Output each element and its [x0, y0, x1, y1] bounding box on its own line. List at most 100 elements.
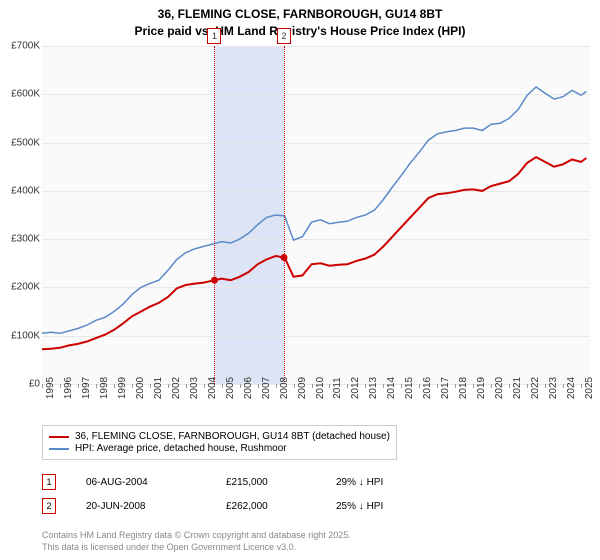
- x-axis-label: 1997: [81, 377, 92, 399]
- x-axis-label: 1998: [99, 377, 110, 399]
- y-axis-label: £600K: [11, 89, 40, 100]
- x-axis-label: 2019: [476, 377, 487, 399]
- chart-container: 36, FLEMING CLOSE, FARNBOROUGH, GU14 8BT…: [0, 0, 600, 560]
- x-tick: [329, 384, 330, 388]
- x-tick: [312, 384, 313, 388]
- x-tick: [240, 384, 241, 388]
- x-tick: [96, 384, 97, 388]
- x-axis-label: 1999: [117, 377, 128, 399]
- chart-title: 36, FLEMING CLOSE, FARNBOROUGH, GU14 8BT…: [0, 0, 600, 40]
- x-tick: [419, 384, 420, 388]
- x-axis-label: 2002: [171, 377, 182, 399]
- x-tick: [509, 384, 510, 388]
- x-axis-label: 2001: [153, 377, 164, 399]
- legend-item: 36, FLEMING CLOSE, FARNBOROUGH, GU14 8BT…: [49, 431, 390, 442]
- transaction-marker: 2: [42, 498, 56, 514]
- y-axis-label: £500K: [11, 137, 40, 148]
- x-axis-label: 2006: [243, 377, 254, 399]
- marker-line-1: [214, 46, 215, 384]
- x-axis-label: 1995: [45, 377, 56, 399]
- transaction-row-1: 1 06-AUG-2004 £215,000 29% ↓ HPI: [42, 474, 383, 490]
- x-tick: [563, 384, 564, 388]
- x-tick: [276, 384, 277, 388]
- x-tick: [60, 384, 61, 388]
- x-tick: [222, 384, 223, 388]
- x-axis-label: 2005: [225, 377, 236, 399]
- x-tick: [204, 384, 205, 388]
- legend-label: HPI: Average price, detached house, Rush…: [75, 443, 287, 454]
- x-axis-label: 2016: [422, 377, 433, 399]
- x-axis-label: 2017: [440, 377, 451, 399]
- x-axis-label: 2009: [297, 377, 308, 399]
- x-tick: [132, 384, 133, 388]
- x-tick: [473, 384, 474, 388]
- x-axis-label: 2011: [332, 377, 343, 399]
- legend: 36, FLEMING CLOSE, FARNBOROUGH, GU14 8BT…: [42, 425, 397, 460]
- transaction-date: 06-AUG-2004: [86, 477, 196, 488]
- transaction-price: £215,000: [226, 477, 306, 488]
- x-tick: [545, 384, 546, 388]
- y-axis-label: £400K: [11, 185, 40, 196]
- x-axis-label: 2013: [368, 377, 379, 399]
- y-axis-label: £0: [29, 379, 40, 390]
- x-axis-label: 2018: [458, 377, 469, 399]
- transaction-diff: 25% ↓ HPI: [336, 501, 383, 512]
- x-axis-label: 2022: [530, 377, 541, 399]
- legend-swatch: [49, 448, 69, 450]
- x-tick: [365, 384, 366, 388]
- x-axis-label: 2015: [404, 377, 415, 399]
- marker-line-2: [284, 46, 285, 384]
- series-hpi: [42, 87, 586, 333]
- x-axis-label: 2010: [315, 377, 326, 399]
- x-tick: [455, 384, 456, 388]
- transaction-date: 20-JUN-2008: [86, 501, 196, 512]
- legend-label: 36, FLEMING CLOSE, FARNBOROUGH, GU14 8BT…: [75, 431, 390, 442]
- footer-licence: This data is licensed under the Open Gov…: [42, 542, 296, 552]
- x-axis-label: 2012: [350, 377, 361, 399]
- x-axis-label: 2021: [512, 377, 523, 399]
- x-axis-label: 2024: [566, 377, 577, 399]
- transaction-row-2: 2 20-JUN-2008 £262,000 25% ↓ HPI: [42, 498, 383, 514]
- x-tick: [383, 384, 384, 388]
- x-axis-label: 2008: [279, 377, 290, 399]
- x-axis-label: 2007: [261, 377, 272, 399]
- marker-box-2: 2: [277, 28, 291, 44]
- x-tick: [347, 384, 348, 388]
- x-tick: [581, 384, 582, 388]
- x-tick: [527, 384, 528, 388]
- x-tick: [168, 384, 169, 388]
- x-tick: [42, 384, 43, 388]
- legend-swatch: [49, 436, 69, 438]
- footer-copyright: Contains HM Land Registry data © Crown c…: [42, 530, 351, 540]
- transaction-marker: 1: [42, 474, 56, 490]
- y-axis-label: £700K: [11, 41, 40, 52]
- x-axis-label: 2023: [548, 377, 559, 399]
- x-tick: [401, 384, 402, 388]
- plot-area: [42, 46, 590, 385]
- transaction-price: £262,000: [226, 501, 306, 512]
- x-tick: [150, 384, 151, 388]
- title-subtitle: Price paid vs. HM Land Registry's House …: [135, 24, 466, 38]
- x-tick: [186, 384, 187, 388]
- transaction-diff: 29% ↓ HPI: [336, 477, 383, 488]
- legend-item: HPI: Average price, detached house, Rush…: [49, 443, 390, 454]
- x-axis-label: 2003: [189, 377, 200, 399]
- x-tick: [114, 384, 115, 388]
- x-axis-label: 2020: [494, 377, 505, 399]
- x-tick: [294, 384, 295, 388]
- y-axis-label: £200K: [11, 282, 40, 293]
- y-axis-label: £100K: [11, 330, 40, 341]
- x-axis-label: 2000: [135, 377, 146, 399]
- x-tick: [258, 384, 259, 388]
- x-axis-label: 1996: [63, 377, 74, 399]
- marker-box-1: 1: [207, 28, 221, 44]
- chart-svg: [42, 46, 590, 384]
- x-axis-label: 2014: [386, 377, 397, 399]
- x-tick: [491, 384, 492, 388]
- x-axis-label: 2025: [584, 377, 595, 399]
- series-property: [42, 157, 586, 349]
- x-tick: [437, 384, 438, 388]
- footer: Contains HM Land Registry data © Crown c…: [42, 530, 351, 553]
- title-address: 36, FLEMING CLOSE, FARNBOROUGH, GU14 8BT: [158, 7, 443, 21]
- x-axis-label: 2004: [207, 377, 218, 399]
